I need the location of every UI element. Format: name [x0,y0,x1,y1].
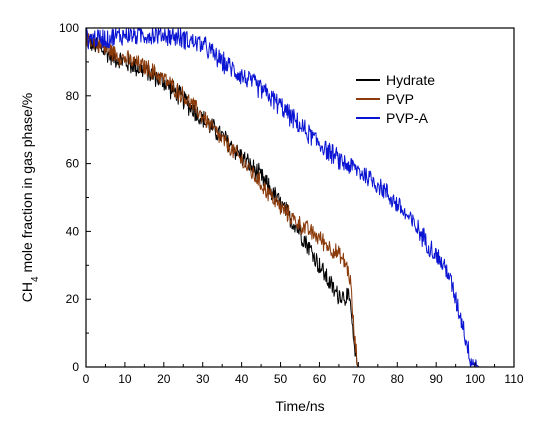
x-tick-label: 10 [118,372,132,386]
x-tick-label: 100 [465,372,485,386]
y-tick-label: 0 [72,360,79,374]
x-tick-label: 40 [235,372,249,386]
x-axis-title: Time/ns [275,398,324,414]
y-axis-title-prefix: CH [19,282,35,302]
y-tick-label: 20 [66,292,80,306]
y-tick-label: 80 [66,89,80,103]
x-tick-label: 60 [313,372,327,386]
legend: Hydrate PVP PVP-A [356,72,435,126]
y-tick-label: 100 [59,21,79,35]
legend-label-pvp: PVP [386,91,414,107]
x-tick-label: 20 [157,372,171,386]
x-tick-label: 70 [352,372,366,386]
x-tick-label: 80 [391,372,405,386]
y-tick-label: 40 [66,224,80,238]
y-axis-title: CH4 mole fraction in gas phase/% [19,93,41,302]
legend-label-pvp-a: PVP-A [386,110,429,126]
y-tick-label: 60 [66,157,80,171]
legend-label-hydrate: Hydrate [386,72,435,88]
x-tick-label: 110 [504,372,523,386]
x-tick-label: 30 [196,372,210,386]
ticks-layer: 0 10 20 30 40 50 60 70 80 90 100 110 0 20 40 60 80 100 [59,21,524,386]
y-axis-title-suffix: mole fraction in gas phase/% [19,93,35,277]
x-tick-label: 90 [430,372,444,386]
x-tick-label: 50 [274,372,288,386]
x-tick-label: 0 [83,372,90,386]
series-line-pvp-a [85,27,483,368]
y-axis-title-subscript: 4 [30,276,41,282]
